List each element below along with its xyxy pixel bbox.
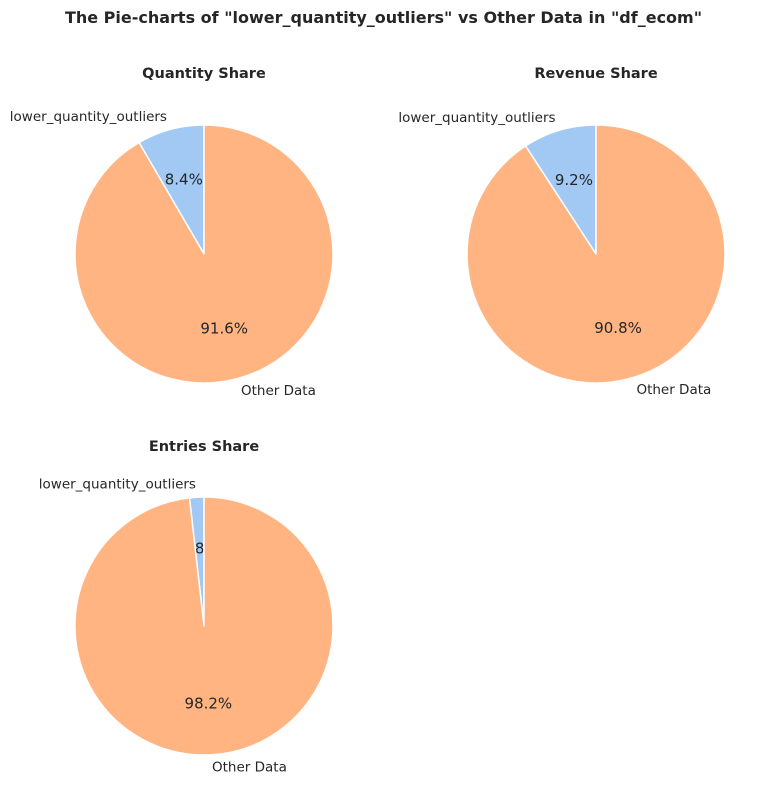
pie-title: Entries Share	[149, 439, 259, 455]
pie-category-label: Other Data	[636, 382, 711, 398]
pie-slice-other-data	[74, 124, 334, 384]
pie-title: Quantity Share	[142, 66, 266, 82]
pie-percent-label: 90.8%	[594, 319, 642, 337]
figure-title: The Pie-charts of "lower_quantity_outlie…	[65, 8, 702, 27]
pie-percent-label: 91.6%	[200, 320, 248, 338]
pie-chart-1: Quantity Share 8.4% lower_quantity_outlier…	[10, 66, 334, 399]
pie-percent-label: 98.2%	[185, 694, 233, 712]
pie-percent-label: 8.4%	[165, 170, 203, 188]
pie-category-label: lower_quantity_outliers	[39, 476, 196, 492]
pie-slice-other-data	[74, 496, 334, 756]
pie-category-label: lower_quantity_outliers	[398, 110, 555, 126]
pie-category-label: Other Data	[212, 760, 287, 776]
pie-charts: Quantity Share 8.4% lower_quantity_outlier…	[10, 66, 726, 776]
pie-category-label: Other Data	[241, 383, 316, 399]
pie-chart-3: Entries Share1.8%lower_quantity_outliers…	[39, 439, 334, 776]
pie-percent-label: 9.2%	[555, 171, 593, 189]
pie-title: Revenue Share	[534, 66, 658, 82]
pie-chart-2: Revenue Share 9.2% lower_quantity_outliers…	[398, 66, 726, 398]
pie-slice-other-data	[466, 124, 726, 384]
pie-category-label: lower_quantity_outliers	[10, 109, 167, 125]
